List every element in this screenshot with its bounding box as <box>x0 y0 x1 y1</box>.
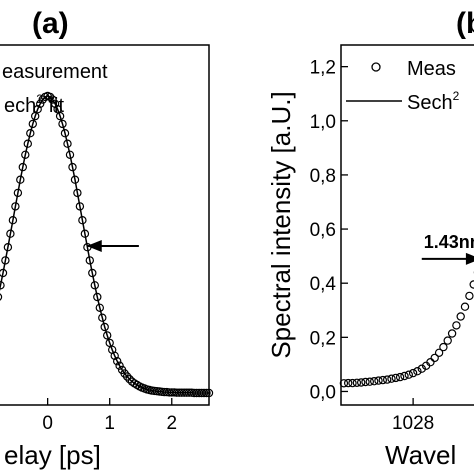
panel-a-xlabel: elay [ps] <box>4 440 101 470</box>
panel-a-legend: easurement ech2 fit <box>2 61 108 117</box>
panel-a: (a) 0 1 2 elay [ps] easurement ech2 fit <box>0 7 214 470</box>
panel-a-xtick-label: 2 <box>166 413 177 434</box>
panel-b-ytick-label: 0,6 <box>310 220 336 241</box>
panel-b-data-point <box>387 374 396 383</box>
panel-b-legend-marker-1 <box>371 62 381 72</box>
panel-b-data-point <box>465 291 474 301</box>
panel-b-data-point <box>447 329 457 338</box>
panel-b-data-point <box>352 378 362 387</box>
panel-b-data-point <box>456 312 465 321</box>
panel-b-ytick-label: 0,0 <box>310 382 336 403</box>
panel-b-data-point <box>370 377 379 386</box>
panel-b-ytick-label: 1,0 <box>310 112 336 133</box>
panel-a-arrow <box>86 240 139 252</box>
panel-b-data-point <box>383 375 392 384</box>
panel-b-data-point <box>395 372 405 382</box>
panel-b-data-point <box>374 376 383 385</box>
panel-b-data-point <box>426 358 435 367</box>
panel-b-data-point <box>361 377 370 387</box>
panel-a-xtick-label: 0 <box>42 413 53 434</box>
panel-a-fit-line <box>0 95 209 394</box>
panel-b-data-point <box>348 378 357 388</box>
panel-b-data-point <box>434 348 444 357</box>
panel-b-annotation-label: 1.43nm <box>424 232 474 252</box>
panel-b-ytick-label: 1,2 <box>310 58 336 79</box>
panel-a-data-point <box>33 104 42 114</box>
panel-a-data-point <box>63 139 72 148</box>
panel-a-label: (a) <box>32 7 69 40</box>
panel-a-data-point <box>93 292 102 302</box>
panel-b-data-point <box>460 302 470 311</box>
panel-a-data-point <box>125 375 134 384</box>
panel-a-data-point <box>95 303 105 312</box>
panel-a-data-point <box>26 128 35 138</box>
panel-b-label: (b <box>456 7 474 40</box>
panel-a-data-point <box>115 361 124 370</box>
panel-a-data-point <box>50 99 60 109</box>
panel-b-data <box>339 271 474 388</box>
panel-a-legend-entry-1: easurement <box>2 61 108 83</box>
panel-b: (b 0,0 0,2 0,4 0,6 0,8 1,0 1,2 1028 Spectral i… <box>266 7 474 470</box>
panel-a-arrow-head <box>86 240 102 252</box>
panel-a-data-point <box>102 331 112 340</box>
panel-a-data <box>0 91 214 398</box>
panel-a-data-point <box>60 128 70 138</box>
panel-b-data-point <box>469 280 474 289</box>
panel-b-data-point <box>443 336 452 345</box>
panel-a-frame <box>0 44 210 406</box>
panel-b-data-point <box>391 373 400 383</box>
panel-b-arrow: 1.43nm <box>421 232 474 265</box>
panel-b-data-point <box>339 379 349 388</box>
panel-b-data-point <box>452 321 461 330</box>
panel-b-data-point <box>430 353 439 363</box>
panel-b-data-point <box>365 377 374 386</box>
panel-a-data-point <box>0 293 3 301</box>
panel-b-legend-entry-1: Meas <box>407 58 456 80</box>
panel-a-data-point <box>112 357 122 366</box>
panel-b-frame <box>340 44 474 406</box>
panel-b-data-point <box>357 378 366 387</box>
panel-b-ytick-label: 0,4 <box>310 274 337 295</box>
panel-b-legend: Meas Sech2 <box>346 58 460 114</box>
panel-b-arrow-head <box>465 252 474 265</box>
panel-b-data-point <box>400 371 409 381</box>
panel-b-xlabel: Wavel <box>385 440 456 470</box>
panel-b-xticks: 1028 <box>392 398 434 434</box>
panel-b-data-point <box>344 378 353 388</box>
panel-b-ylabel: Spectral intensity [a.U.] <box>266 91 296 358</box>
panel-a-data-point <box>28 119 37 129</box>
panel-b-ytick-label: 0,2 <box>310 328 336 349</box>
panel-b-ytick-label: 0,8 <box>310 166 336 187</box>
panel-a-data-point <box>58 119 67 129</box>
panel-a-xtick-label: 1 <box>104 413 115 434</box>
panel-b-xtick-label: 1028 <box>392 413 434 434</box>
panel-b-data-point <box>413 367 422 376</box>
panel-a-xticks: 0 1 2 <box>42 398 177 434</box>
panel-b-legend-entry-2: Sech2 <box>407 89 460 114</box>
panel-b-data-point <box>417 364 426 373</box>
panel-b-data-point <box>404 370 413 379</box>
panel-a-data-point <box>122 372 132 381</box>
panel-a-data-point <box>98 313 107 322</box>
panel-b-data-point <box>408 368 418 378</box>
panel-a-data-point <box>36 99 45 109</box>
panel-a-data-point <box>110 351 119 360</box>
panel-b-data-point <box>378 375 387 385</box>
panel-a-data-point <box>100 322 109 332</box>
panel-b-yticks: 0,0 0,2 0,4 0,6 0,8 1,0 1,2 <box>310 58 348 403</box>
panel-a-data-point <box>48 95 57 104</box>
panel-a-data-point <box>55 111 65 121</box>
panel-a-data-point <box>23 139 32 148</box>
panel-b-data-point <box>439 342 448 352</box>
